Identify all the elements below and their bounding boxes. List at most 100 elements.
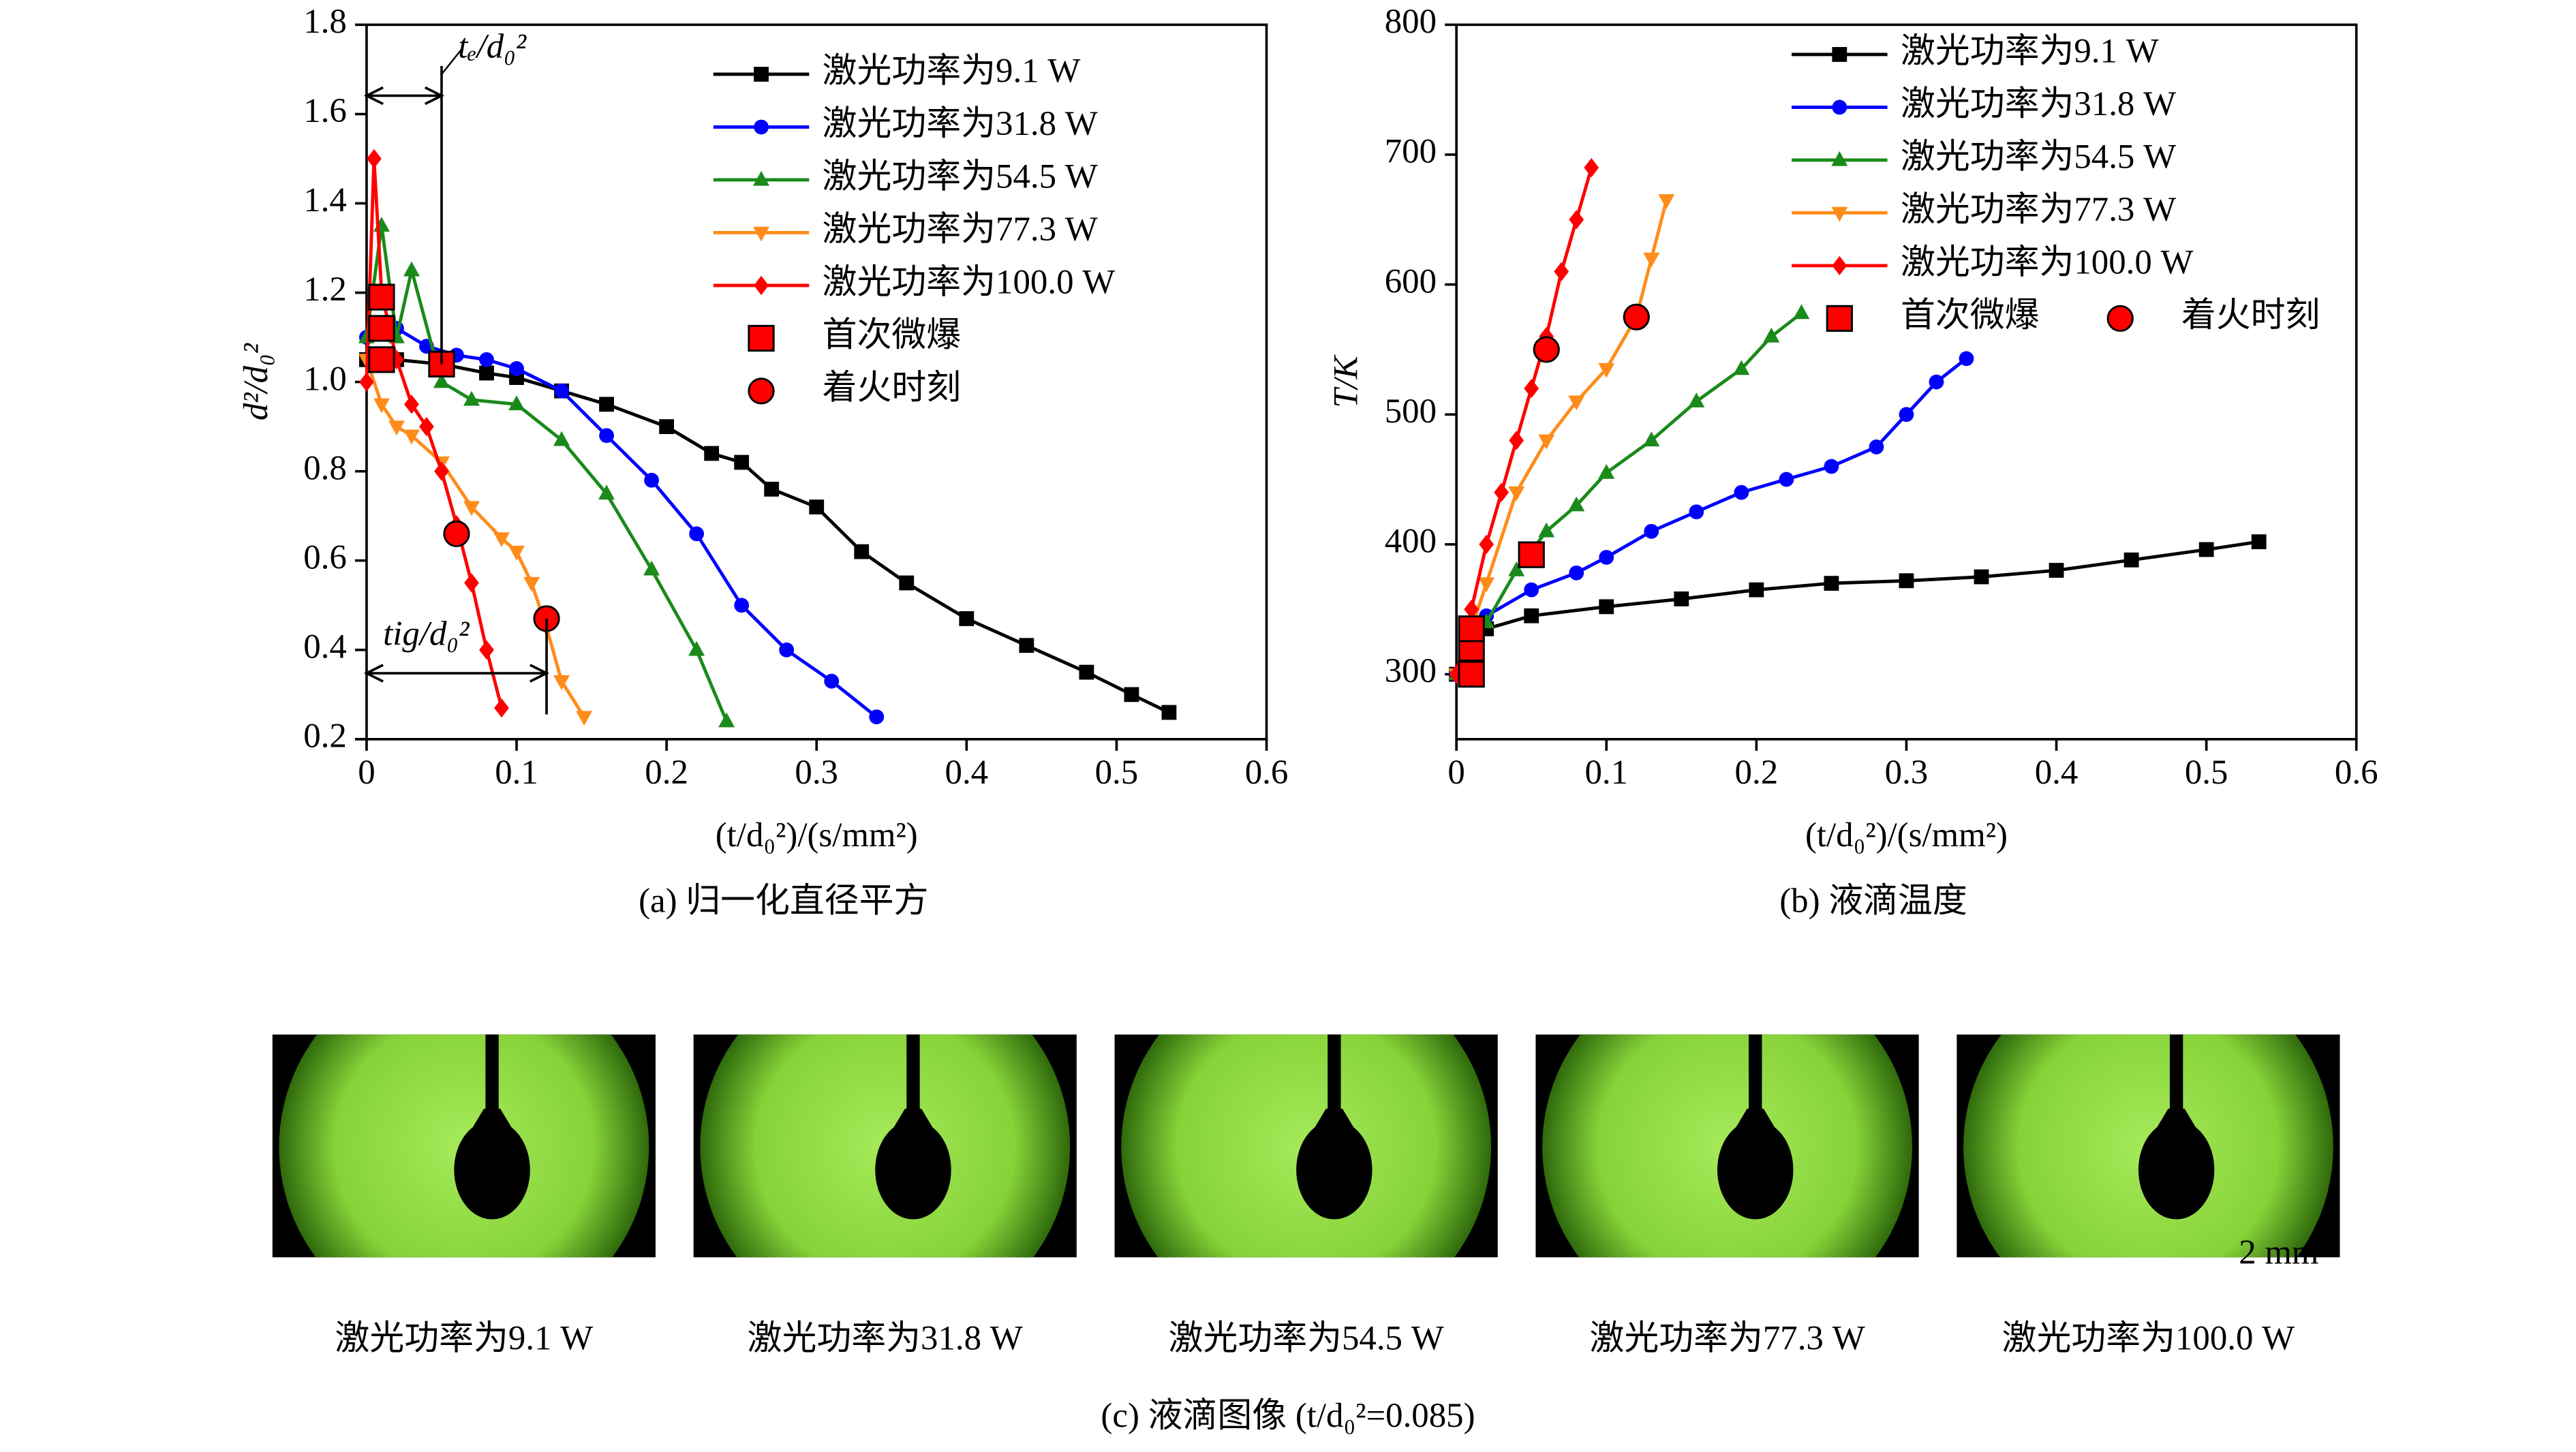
marker [854, 544, 870, 559]
y-tick-label: 500 [1385, 392, 1437, 431]
x-tick-label: 0.2 [645, 754, 688, 792]
marker [598, 484, 615, 500]
marker [1623, 303, 1650, 330]
image-label: 激光功率为31.8 W [748, 1319, 1023, 1357]
y-tick-label: 1.8 [303, 3, 347, 41]
legend-label: 激光功率为77.3 W [823, 211, 1098, 249]
series-line [365, 359, 586, 718]
arrowhead [363, 664, 550, 683]
marker [824, 673, 840, 689]
marker [1538, 522, 1555, 538]
image-label: 激光功率为9.1 W [335, 1319, 594, 1357]
marker [433, 373, 450, 388]
marker [368, 315, 395, 342]
marker [508, 545, 525, 561]
x-tick-label: 0.6 [1245, 754, 1289, 792]
marker [1569, 210, 1584, 230]
y-axis-label: T/K [1327, 354, 1365, 407]
marker [1824, 459, 1839, 474]
marker [368, 346, 395, 373]
scale-bar-label: 2 mm [2239, 1234, 2318, 1272]
marker [718, 712, 735, 728]
marker [1509, 431, 1524, 450]
plot-frame [1455, 23, 2358, 741]
marker [704, 446, 720, 461]
marker [463, 390, 480, 406]
marker [403, 261, 420, 277]
droplet-neck [463, 1109, 521, 1142]
marker [1458, 615, 1485, 643]
x-tick-label: 0.5 [1095, 754, 1139, 792]
legend-marker [754, 275, 769, 296]
droplet [875, 1120, 951, 1220]
image-label: 激光功率为77.3 W [1589, 1319, 1865, 1357]
droplet-neck [1306, 1109, 1363, 1142]
marker [494, 698, 509, 718]
marker [2251, 534, 2267, 549]
legend-marker [748, 377, 775, 405]
droplet [2138, 1120, 2215, 1220]
legend-marker [754, 67, 769, 82]
marker [1569, 565, 1584, 581]
annotation: tig/d₀² [383, 615, 470, 653]
series-line [1455, 311, 1803, 675]
legend-marker [1831, 151, 1848, 166]
marker [1161, 705, 1177, 720]
droplet-image [693, 1034, 1077, 1258]
y-tick-label: 800 [1385, 3, 1437, 41]
marker [479, 365, 494, 381]
marker [1554, 262, 1569, 281]
x-tick-label: 0.4 [945, 754, 989, 792]
needle [1328, 1034, 1341, 1117]
marker [599, 397, 614, 412]
marker [479, 352, 494, 367]
y-tick-label: 0.6 [303, 538, 347, 576]
marker [1524, 378, 1539, 399]
legend-label: 激光功率为9.1 W [823, 52, 1081, 91]
y-tick-label: 0.2 [303, 717, 347, 756]
legend-marker [2106, 305, 2134, 332]
y-tick-label: 1.4 [303, 181, 347, 219]
droplet [1296, 1120, 1373, 1220]
marker [508, 395, 525, 411]
x-tick-label: 0.5 [2185, 754, 2228, 792]
y-axis-label: d²/d₀² [237, 343, 275, 420]
y-tick-label: 1.2 [303, 271, 347, 309]
marker [1599, 599, 1614, 615]
legend-marker [753, 170, 770, 186]
marker [689, 526, 705, 542]
y-tick-label: 0.8 [303, 449, 347, 487]
marker [1658, 194, 1675, 209]
marker [368, 283, 395, 311]
arrowhead [363, 86, 445, 106]
marker [419, 416, 434, 437]
marker [1899, 573, 1914, 589]
legend-label: 着火时刻 [823, 369, 962, 407]
legend-marker [753, 226, 770, 242]
marker [644, 472, 660, 488]
marker [434, 461, 449, 481]
marker [659, 419, 675, 435]
x-axis-label: (t/d₀²)/(s/mm²) [716, 816, 918, 854]
marker [1533, 336, 1560, 363]
y-tick-label: 1.6 [303, 92, 347, 130]
marker [493, 532, 510, 548]
marker [1749, 582, 1764, 598]
marker [599, 428, 614, 444]
y-tick-label: 400 [1385, 523, 1437, 561]
marker [359, 372, 374, 392]
marker [643, 560, 660, 576]
marker [2198, 542, 2214, 557]
marker [554, 383, 569, 399]
y-tick-label: 700 [1385, 133, 1437, 171]
marker [1959, 351, 1974, 367]
series-line [366, 358, 1170, 714]
legend-label: 着火时刻 [2181, 296, 2320, 335]
marker [1019, 638, 1034, 653]
marker [523, 576, 540, 592]
needle [906, 1034, 920, 1117]
marker [1079, 664, 1094, 680]
marker [688, 640, 705, 656]
x-tick-label: 0.4 [2035, 754, 2079, 792]
marker [1689, 504, 1704, 520]
